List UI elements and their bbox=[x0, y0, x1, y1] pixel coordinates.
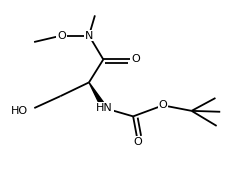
Text: O: O bbox=[159, 100, 167, 110]
Text: O: O bbox=[133, 137, 142, 147]
Text: N: N bbox=[85, 31, 93, 41]
Text: HN: HN bbox=[96, 103, 113, 113]
Text: HO: HO bbox=[11, 106, 28, 116]
Polygon shape bbox=[89, 82, 107, 109]
Text: O: O bbox=[131, 54, 140, 64]
Text: O: O bbox=[57, 31, 66, 41]
